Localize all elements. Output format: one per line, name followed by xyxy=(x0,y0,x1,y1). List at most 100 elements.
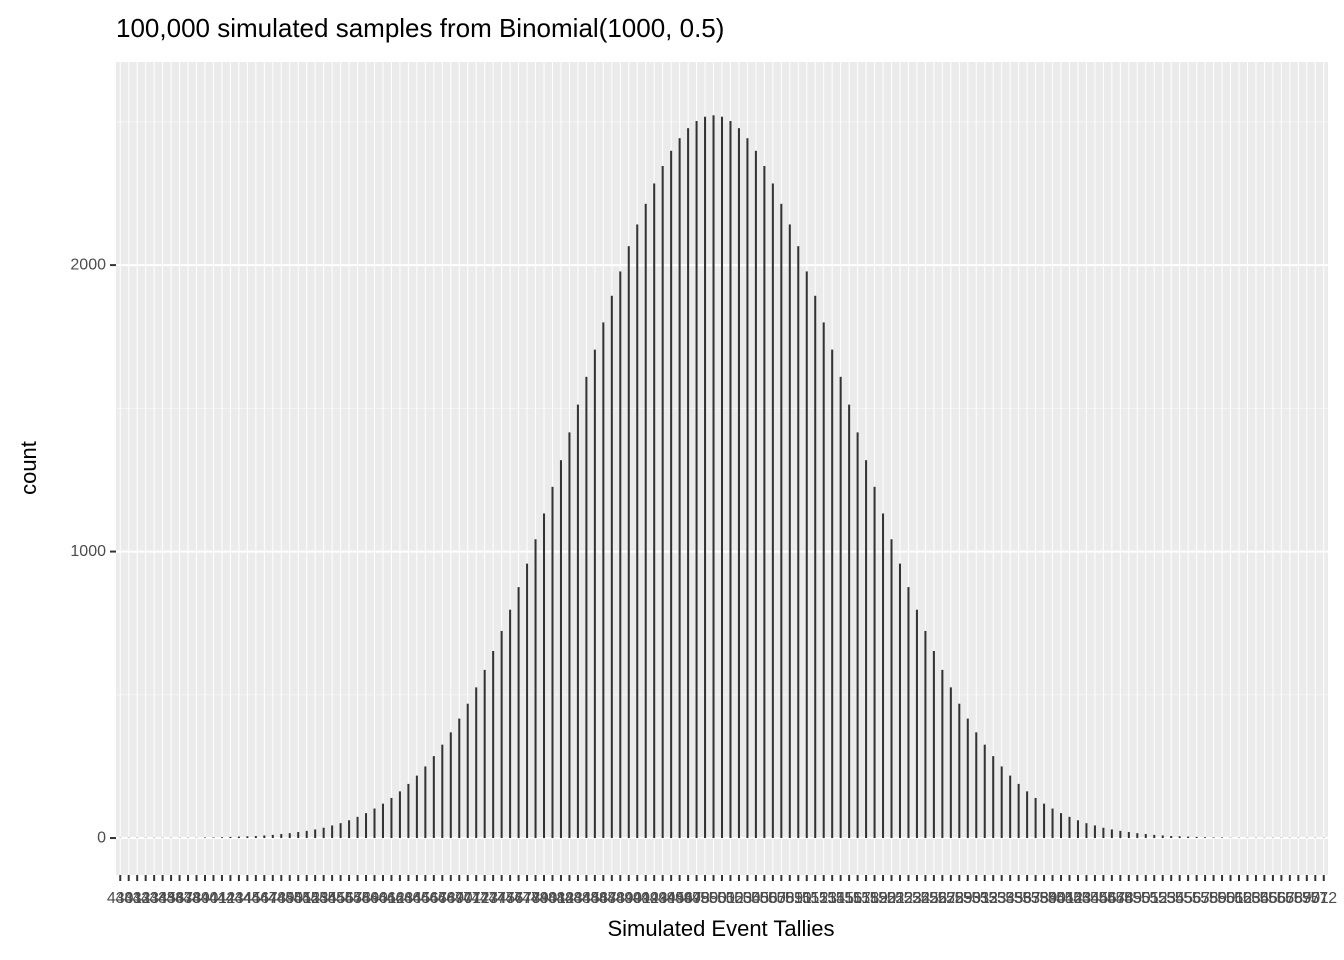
bar xyxy=(983,744,986,839)
x-tick-label: 509 xyxy=(776,890,803,907)
bar xyxy=(1102,827,1105,839)
x-tick-label: 490 xyxy=(615,890,642,907)
x-tick-label: 505 xyxy=(743,890,770,907)
bar xyxy=(297,832,300,839)
bar xyxy=(1195,836,1198,839)
x-tick-label: 462 xyxy=(378,890,405,907)
x-tick-label: 530 xyxy=(954,890,981,907)
bar xyxy=(839,376,842,839)
x-tick-label: 531 xyxy=(963,890,990,907)
x-tick-label: 469 xyxy=(437,890,464,907)
x-tick-label: 449 xyxy=(268,890,295,907)
bar xyxy=(305,830,308,839)
x-tick-label: 495 xyxy=(658,890,685,907)
x-tick-label: 569 xyxy=(1285,890,1312,907)
x-tick-label: 526 xyxy=(921,890,948,907)
bar xyxy=(771,183,774,839)
bar xyxy=(212,837,215,839)
bar xyxy=(475,687,478,839)
bar xyxy=(958,703,961,839)
bar xyxy=(542,513,546,839)
x-tick-label: 561 xyxy=(1217,890,1244,907)
x-tick-label: 570 xyxy=(1293,890,1320,907)
x-tick-label: 485 xyxy=(573,890,600,907)
bar xyxy=(848,404,851,839)
x-tick-label: 534 xyxy=(988,890,1015,907)
bar xyxy=(254,836,257,839)
x-tick-label: 546 xyxy=(1090,890,1117,907)
x-tick-label: 525 xyxy=(912,890,939,907)
bar xyxy=(1161,835,1164,839)
x-tick-label: 497 xyxy=(675,890,702,907)
bar xyxy=(509,609,512,839)
x-tick-label: 440 xyxy=(192,890,219,907)
x-tick-label: 518 xyxy=(853,890,880,907)
bar xyxy=(593,349,596,839)
x-tick-label: 545 xyxy=(1082,890,1109,907)
x-tick-label: 520 xyxy=(870,890,897,907)
bar xyxy=(568,432,571,839)
bar xyxy=(737,128,740,839)
y-tick-label: 0 xyxy=(97,829,106,846)
x-tick-label: 553 xyxy=(1149,890,1176,907)
x-tick-label: 524 xyxy=(904,890,931,907)
x-tick-label: 519 xyxy=(861,890,888,907)
bar xyxy=(941,669,944,839)
bar xyxy=(381,803,384,839)
x-tick-label: 432 xyxy=(124,890,151,907)
bar xyxy=(220,837,223,839)
x-tick-label: 558 xyxy=(1192,890,1219,907)
x-tick-label: 551 xyxy=(1132,890,1159,907)
bar xyxy=(1221,837,1224,839)
x-tick-label: 557 xyxy=(1183,890,1210,907)
x-tick-label: 461 xyxy=(370,890,397,907)
x-tick-label: 450 xyxy=(276,890,303,907)
bar xyxy=(678,138,681,839)
bar xyxy=(1178,836,1181,839)
bar xyxy=(331,825,334,839)
bar xyxy=(1093,825,1096,839)
x-tick-label: 562 xyxy=(1226,890,1253,907)
x-tick-label: 484 xyxy=(565,890,592,907)
x-tick-label: 466 xyxy=(412,890,439,907)
x-tick-label: 474 xyxy=(480,890,507,907)
bar xyxy=(644,203,647,839)
bar xyxy=(882,513,885,839)
bar xyxy=(1110,829,1113,839)
bar xyxy=(288,833,291,839)
bar xyxy=(432,756,435,839)
x-tick-label: 503 xyxy=(726,890,753,907)
x-tick-label: 496 xyxy=(666,890,693,907)
x-tick-label: 476 xyxy=(497,890,524,907)
bar xyxy=(356,816,359,839)
x-tick-label: 488 xyxy=(598,890,625,907)
x-tick-label: 463 xyxy=(387,890,414,907)
bar xyxy=(1000,766,1003,839)
x-tick-label: 464 xyxy=(395,890,422,907)
bar xyxy=(1085,823,1088,839)
bar xyxy=(1034,797,1037,839)
x-tick-label: 533 xyxy=(980,890,1007,907)
chart-title: 100,000 simulated samples from Binomial(… xyxy=(116,13,724,43)
x-tick-label: 504 xyxy=(734,890,761,907)
x-tick-label: 568 xyxy=(1277,890,1304,907)
bar xyxy=(780,203,783,839)
x-tick-label: 439 xyxy=(183,890,210,907)
bar xyxy=(1127,832,1130,839)
bar xyxy=(500,630,503,839)
x-tick-label: 433 xyxy=(132,890,159,907)
bar xyxy=(1060,813,1063,839)
x-tick-label: 457 xyxy=(336,890,363,907)
bar xyxy=(712,115,715,839)
bar xyxy=(687,128,690,839)
bar xyxy=(517,587,520,839)
bar xyxy=(763,165,766,839)
x-tick-label: 506 xyxy=(751,890,778,907)
x-tick-label: 473 xyxy=(471,890,498,907)
bar xyxy=(602,322,605,839)
bar xyxy=(458,718,461,839)
x-tick-label: 535 xyxy=(997,890,1024,907)
bar xyxy=(203,837,207,839)
x-tick-label: 555 xyxy=(1166,890,1193,907)
bar xyxy=(797,246,800,839)
